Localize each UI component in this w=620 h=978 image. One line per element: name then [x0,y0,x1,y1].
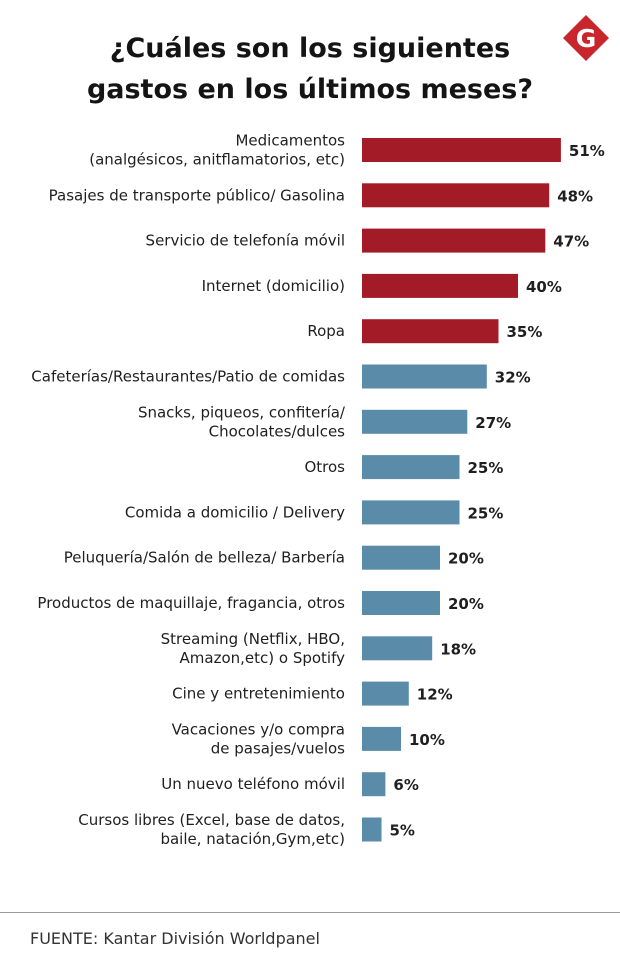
category-label: Servicio de telefonía móvil [146,232,345,250]
bar [362,772,386,797]
category-label: Amazon,etc) o Spotify [180,649,346,667]
value-label: 5% [390,822,415,840]
bar-chart: 51% Medicamentos(analgésicos, anitflamato… [31,132,605,849]
footer-divider [0,912,620,913]
bar [362,273,518,298]
value-label: 27% [475,414,511,432]
value-label: 40% [526,278,562,296]
value-label: 25% [468,459,504,477]
bar [362,500,460,525]
value-label: 20% [448,595,484,613]
category-label: Pasajes de transporte público/ Gasolina [49,186,345,204]
value-label: 47% [553,233,589,251]
chart-title-line-2: gastos en los últimos meses? [86,74,534,105]
value-label: 25% [468,504,504,522]
category-label: (analgésicos, anitflamatorios, etc) [89,151,345,169]
bar [362,319,499,344]
value-label: 6% [393,776,418,794]
chart-title-line-1: ¿Cuáles son los siguientes [109,33,511,64]
source-note: FUENTE: Kantar División Worldpanel [30,929,320,948]
value-label: 10% [409,731,445,749]
category-label: baile, natación,Gym,etc) [160,830,345,848]
category-label: Internet (domicilio) [202,277,345,295]
bar [362,138,561,162]
value-label: 20% [448,550,484,568]
category-label: Snacks, piqueos, confitería/ [138,403,346,421]
bar [362,681,409,706]
value-label: 18% [440,640,476,658]
category-label: Medicamentos [235,132,345,150]
category-label: Otros [304,458,345,476]
category-label: Vacaciones y/o compra [172,720,345,738]
category-label: Cafeterías/Restaurantes/Patio de comidas [31,368,345,386]
category-label: Un nuevo teléfono móvil [161,775,345,793]
category-label: Cine y entretenimiento [172,685,345,703]
category-label: Productos de maquillaje, fragancia, otro… [37,594,345,612]
bar [362,228,546,253]
category-label: de pasajes/vuelos [211,739,345,757]
bar [362,591,440,615]
category-label: Streaming (Netflix, HBO, [161,630,345,648]
g-logo-icon: G [563,15,609,61]
category-label: Cursos libres (Excel, base de datos, [78,811,345,829]
bar [362,409,468,434]
value-label: 35% [507,323,543,341]
value-label: 48% [557,187,593,205]
bar [362,636,433,661]
category-label: Ropa [307,322,345,340]
bar [362,817,382,842]
bar [362,455,460,480]
category-label: Chocolates/dulces [209,422,346,440]
value-label: 32% [495,369,531,387]
value-label: 12% [417,686,453,704]
bar [362,726,401,751]
logo-diamond [563,15,609,61]
value-label: 51% [569,142,605,160]
logo-letter: G [576,24,597,53]
category-label: Peluquería/Salón de belleza/ Barbería [64,549,345,567]
bar [362,364,487,389]
bar [362,183,550,208]
category-label: Comida a domicilio / Delivery [125,503,345,521]
bar [362,545,440,570]
